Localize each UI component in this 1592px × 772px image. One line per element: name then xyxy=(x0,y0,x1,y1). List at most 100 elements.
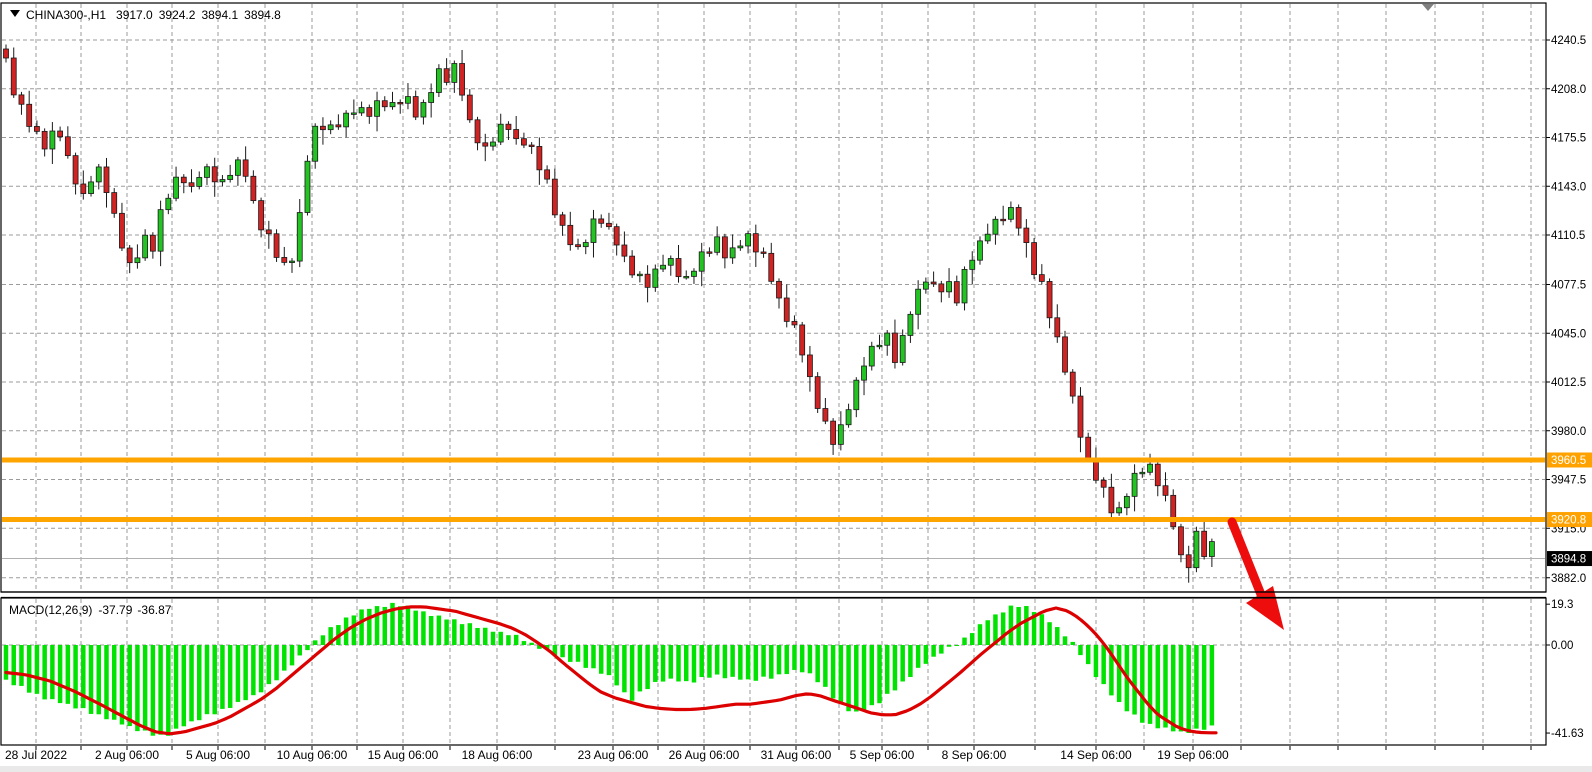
macd-bar xyxy=(1039,614,1045,645)
candle-body xyxy=(691,270,697,277)
macd-bar xyxy=(738,645,743,680)
support-resistance-lines[interactable] xyxy=(2,457,1545,523)
candle-body xyxy=(173,176,179,199)
candle-body xyxy=(961,269,968,304)
candle-body xyxy=(791,320,798,326)
main-gridlines xyxy=(2,4,1545,591)
macd-bar xyxy=(490,631,496,645)
candle-body xyxy=(149,234,156,252)
candle-body xyxy=(490,141,496,147)
candle-body xyxy=(528,144,535,147)
macd-axis-label: 0.00 xyxy=(1551,640,1573,652)
candle-body xyxy=(899,335,906,363)
price-axis-label: 3882.0 xyxy=(1551,573,1586,585)
candle-body xyxy=(521,138,527,146)
macd-bar xyxy=(19,645,24,686)
candle-body xyxy=(1201,530,1208,557)
candle-body xyxy=(636,273,643,277)
macd-bar xyxy=(583,645,588,668)
candle-body xyxy=(57,130,64,138)
macd-bar xyxy=(683,645,689,682)
macd-bar xyxy=(869,645,875,706)
candle-body xyxy=(412,96,419,118)
candle-body xyxy=(830,420,837,445)
macd-bar xyxy=(11,645,16,686)
price-badge-label: 3960.5 xyxy=(1551,455,1586,467)
candle-body xyxy=(559,214,566,226)
macd-bar xyxy=(57,645,63,704)
macd-bar xyxy=(629,645,635,701)
candle-body xyxy=(3,48,9,59)
macd-bar xyxy=(761,645,766,677)
macd-bar xyxy=(823,645,828,687)
macd-bar xyxy=(939,645,944,654)
candle-body xyxy=(95,166,102,183)
candle-body xyxy=(327,124,334,131)
macd-bar xyxy=(614,645,619,686)
macd-bar xyxy=(459,624,465,645)
candle-body xyxy=(103,166,110,193)
macd-bar xyxy=(575,645,581,662)
candle-body xyxy=(551,178,558,216)
candle-body xyxy=(466,94,473,121)
macd-bar xyxy=(568,645,573,662)
macd-bar xyxy=(537,645,542,649)
macd-bar xyxy=(1201,645,1207,730)
main-chart-area[interactable] xyxy=(1,3,1546,592)
macd-bar xyxy=(374,606,380,645)
candle-body xyxy=(613,226,620,246)
macd-bar xyxy=(660,645,666,682)
macd-bar xyxy=(96,645,102,715)
candle-body xyxy=(204,166,210,178)
macd-bar xyxy=(274,645,279,681)
date-axis-label: 26 Aug 06:00 xyxy=(669,748,740,762)
candle-body xyxy=(10,57,17,96)
macd-bar xyxy=(73,645,78,709)
macd-bar xyxy=(1170,645,1176,732)
candle-body xyxy=(111,192,118,214)
macd-bar xyxy=(405,605,411,645)
candle-body xyxy=(1185,554,1192,569)
date-axis-label: 18 Aug 06:00 xyxy=(462,748,533,762)
macd-bar xyxy=(691,645,697,683)
macd-bar xyxy=(1055,627,1060,645)
date-axis-label: 10 Aug 06:00 xyxy=(277,748,348,762)
chart-shift-marker-icon[interactable] xyxy=(1422,4,1434,11)
macd-bar xyxy=(861,645,867,711)
macd-bar xyxy=(104,645,109,720)
price-axis-labels: 4240.5 4208.0 4175.5 4143.0 4110.5 4077.5 4045… xyxy=(1551,35,1586,585)
macd-bar xyxy=(954,645,960,646)
macd-bar xyxy=(483,627,488,645)
date-axis-label: 23 Aug 06:00 xyxy=(578,748,649,762)
candle-body xyxy=(977,240,983,261)
candle-body xyxy=(211,166,218,183)
candle-body xyxy=(536,146,543,171)
candle-body xyxy=(320,125,326,131)
date-axis-label: 5 Aug 06:00 xyxy=(186,748,250,762)
candle-body xyxy=(853,379,860,411)
macd-bar xyxy=(312,640,318,645)
macd-bar xyxy=(1109,645,1114,696)
candle-body xyxy=(1023,227,1030,243)
macd-bar xyxy=(282,645,287,671)
macd-bar xyxy=(297,645,302,656)
macd-bar xyxy=(792,645,797,670)
macd-bar xyxy=(769,645,774,679)
candle-body xyxy=(72,155,79,185)
macd-bar xyxy=(1070,641,1075,645)
macd-bar xyxy=(158,645,163,735)
macd-bar xyxy=(498,631,503,645)
candle-body xyxy=(34,126,40,132)
candle-body xyxy=(165,197,172,211)
macd-bar xyxy=(220,645,225,709)
candle-body xyxy=(938,283,945,293)
macd-bar xyxy=(475,627,480,645)
macd-bar xyxy=(42,645,47,700)
price-scale-area[interactable] xyxy=(1547,3,1592,745)
candle-body xyxy=(783,297,790,322)
date-axis-label: 15 Aug 06:00 xyxy=(368,748,439,762)
macd-bar xyxy=(189,645,194,722)
window-bottom-strip xyxy=(0,766,1592,772)
